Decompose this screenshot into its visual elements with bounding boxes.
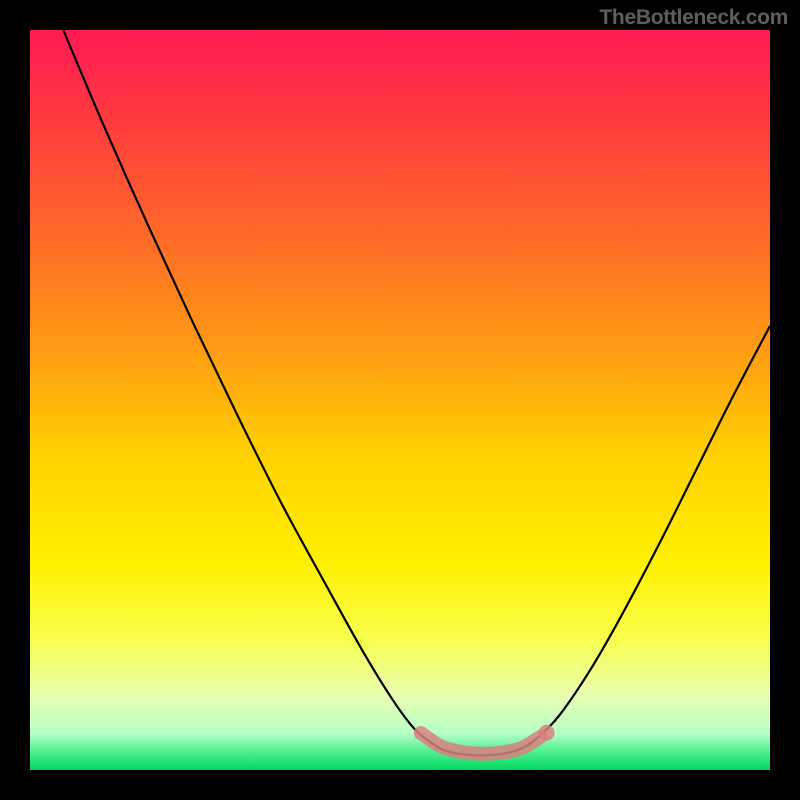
highlight-endpoint-right (539, 725, 555, 741)
chart-gradient-background (30, 30, 770, 770)
watermark-text: TheBottleneck.com (599, 6, 788, 30)
chart-svg (0, 0, 800, 800)
bottleneck-chart: TheBottleneck.com (0, 0, 800, 800)
